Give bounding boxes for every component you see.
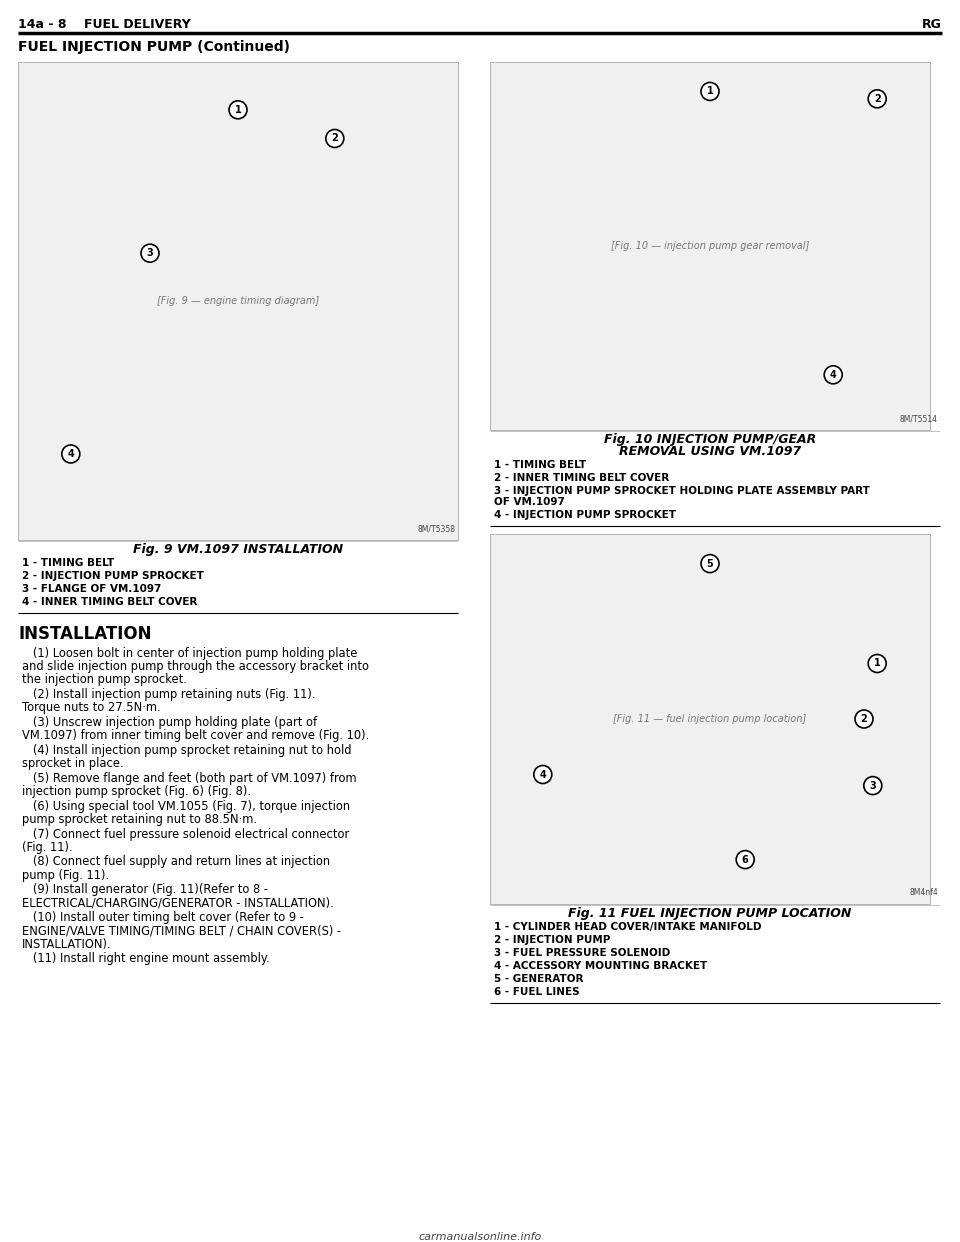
Text: 2 - INJECTION PUMP: 2 - INJECTION PUMP bbox=[494, 935, 611, 945]
Text: 2: 2 bbox=[331, 133, 338, 144]
Text: Fig. 11 FUEL INJECTION PUMP LOCATION: Fig. 11 FUEL INJECTION PUMP LOCATION bbox=[568, 907, 852, 920]
Text: ENGINE/VALVE TIMING/TIMING BELT / CHAIN COVER(S) -: ENGINE/VALVE TIMING/TIMING BELT / CHAIN … bbox=[22, 924, 341, 938]
Text: and slide injection pump through the accessory bracket into: and slide injection pump through the acc… bbox=[22, 661, 369, 673]
Circle shape bbox=[736, 851, 755, 868]
Text: Torque nuts to 27.5N·m.: Torque nuts to 27.5N·m. bbox=[22, 702, 160, 714]
Circle shape bbox=[864, 776, 882, 795]
Text: 6: 6 bbox=[742, 854, 749, 864]
Text: Fig. 9 VM.1097 INSTALLATION: Fig. 9 VM.1097 INSTALLATION bbox=[132, 543, 343, 556]
Circle shape bbox=[229, 101, 247, 119]
Text: INSTALLATION: INSTALLATION bbox=[18, 625, 152, 643]
Text: OF VM.1097: OF VM.1097 bbox=[494, 497, 564, 507]
Bar bbox=[490, 534, 930, 904]
Text: carmanualsonline.info: carmanualsonline.info bbox=[419, 1232, 541, 1242]
Text: 1: 1 bbox=[707, 87, 713, 97]
Circle shape bbox=[855, 710, 873, 728]
Text: RG: RG bbox=[923, 17, 942, 31]
Circle shape bbox=[825, 366, 842, 384]
Text: [Fig. 9 — engine timing diagram]: [Fig. 9 — engine timing diagram] bbox=[156, 296, 319, 306]
Text: 3: 3 bbox=[147, 248, 154, 258]
Text: [Fig. 11 — fuel injection pump location]: [Fig. 11 — fuel injection pump location] bbox=[613, 714, 806, 724]
Text: 2 - INNER TIMING BELT COVER: 2 - INNER TIMING BELT COVER bbox=[494, 473, 669, 483]
Text: 1 - TIMING BELT: 1 - TIMING BELT bbox=[494, 460, 587, 469]
Text: (6) Using special tool VM.1055 (Fig. 7), torque injection: (6) Using special tool VM.1055 (Fig. 7),… bbox=[22, 800, 350, 812]
Text: (8) Connect fuel supply and return lines at injection: (8) Connect fuel supply and return lines… bbox=[22, 856, 330, 868]
Text: VM.1097) from inner timing belt cover and remove (Fig. 10).: VM.1097) from inner timing belt cover an… bbox=[22, 729, 370, 743]
Circle shape bbox=[701, 555, 719, 573]
Text: the injection pump sprocket.: the injection pump sprocket. bbox=[22, 673, 187, 687]
Text: injection pump sprocket (Fig. 6) (Fig. 8).: injection pump sprocket (Fig. 6) (Fig. 8… bbox=[22, 785, 251, 799]
Circle shape bbox=[701, 82, 719, 101]
Text: 4: 4 bbox=[829, 370, 836, 380]
Text: (11) Install right engine mount assembly.: (11) Install right engine mount assembly… bbox=[22, 953, 270, 965]
Text: (Fig. 11).: (Fig. 11). bbox=[22, 841, 73, 853]
Text: (10) Install outer timing belt cover (Refer to 9 -: (10) Install outer timing belt cover (Re… bbox=[22, 912, 304, 924]
Text: 14a - 8    FUEL DELIVERY: 14a - 8 FUEL DELIVERY bbox=[18, 17, 191, 31]
Text: 8M/T5358: 8M/T5358 bbox=[418, 524, 456, 533]
Text: 4 - INJECTION PUMP SPROCKET: 4 - INJECTION PUMP SPROCKET bbox=[494, 510, 676, 520]
Text: REMOVAL USING VM.1097: REMOVAL USING VM.1097 bbox=[619, 445, 802, 458]
Text: 4: 4 bbox=[67, 448, 74, 460]
Text: INSTALLATION).: INSTALLATION). bbox=[22, 938, 111, 950]
Text: (1) Loosen bolt in center of injection pump holding plate: (1) Loosen bolt in center of injection p… bbox=[22, 647, 357, 660]
Text: (9) Install generator (Fig. 11)(Refer to 8 -: (9) Install generator (Fig. 11)(Refer to… bbox=[22, 883, 268, 897]
Text: Fig. 10 INJECTION PUMP/GEAR: Fig. 10 INJECTION PUMP/GEAR bbox=[604, 433, 816, 446]
Circle shape bbox=[868, 89, 886, 108]
Circle shape bbox=[141, 245, 159, 262]
Text: (4) Install injection pump sprocket retaining nut to hold: (4) Install injection pump sprocket reta… bbox=[22, 744, 351, 756]
Text: 2 - INJECTION PUMP SPROCKET: 2 - INJECTION PUMP SPROCKET bbox=[22, 571, 204, 581]
Text: (7) Connect fuel pressure solenoid electrical connector: (7) Connect fuel pressure solenoid elect… bbox=[22, 827, 349, 841]
Text: 5: 5 bbox=[707, 559, 713, 569]
Circle shape bbox=[325, 129, 344, 148]
Text: 3: 3 bbox=[870, 781, 876, 791]
Text: [Fig. 10 — injection pump gear removal]: [Fig. 10 — injection pump gear removal] bbox=[611, 241, 809, 251]
Text: 5 - GENERATOR: 5 - GENERATOR bbox=[494, 974, 584, 984]
Text: 4 - INNER TIMING BELT COVER: 4 - INNER TIMING BELT COVER bbox=[22, 597, 198, 607]
Text: 1 - TIMING BELT: 1 - TIMING BELT bbox=[22, 558, 114, 568]
Text: 4: 4 bbox=[540, 770, 546, 780]
Bar bbox=[18, 62, 458, 540]
Text: pump sprocket retaining nut to 88.5N·m.: pump sprocket retaining nut to 88.5N·m. bbox=[22, 814, 257, 826]
Text: 4 - ACCESSORY MOUNTING BRACKET: 4 - ACCESSORY MOUNTING BRACKET bbox=[494, 961, 708, 971]
Text: 3 - INJECTION PUMP SPROCKET HOLDING PLATE ASSEMBLY PART: 3 - INJECTION PUMP SPROCKET HOLDING PLAT… bbox=[494, 486, 870, 496]
Circle shape bbox=[61, 445, 80, 463]
Text: pump (Fig. 11).: pump (Fig. 11). bbox=[22, 868, 109, 882]
Text: 1: 1 bbox=[234, 104, 241, 114]
Text: (2) Install injection pump retaining nuts (Fig. 11).: (2) Install injection pump retaining nut… bbox=[22, 688, 316, 700]
Text: FUEL INJECTION PUMP (Continued): FUEL INJECTION PUMP (Continued) bbox=[18, 40, 290, 53]
Text: 8M/T5514: 8M/T5514 bbox=[900, 414, 938, 424]
Text: 2: 2 bbox=[874, 94, 880, 104]
Text: 6 - FUEL LINES: 6 - FUEL LINES bbox=[494, 987, 580, 997]
Text: 3 - FLANGE OF VM.1097: 3 - FLANGE OF VM.1097 bbox=[22, 584, 161, 594]
Text: 2: 2 bbox=[860, 714, 868, 724]
Text: 1: 1 bbox=[874, 658, 880, 668]
Text: 1 - CYLINDER HEAD COVER/INTAKE MANIFOLD: 1 - CYLINDER HEAD COVER/INTAKE MANIFOLD bbox=[494, 922, 761, 932]
Text: (3) Unscrew injection pump holding plate (part of: (3) Unscrew injection pump holding plate… bbox=[22, 715, 317, 729]
Text: ELECTRICAL/CHARGING/GENERATOR - INSTALLATION).: ELECTRICAL/CHARGING/GENERATOR - INSTALLA… bbox=[22, 897, 334, 909]
Text: 3 - FUEL PRESSURE SOLENOID: 3 - FUEL PRESSURE SOLENOID bbox=[494, 948, 670, 958]
Circle shape bbox=[534, 765, 552, 784]
Text: sprocket in place.: sprocket in place. bbox=[22, 758, 124, 770]
Text: 8M4nf4: 8M4nf4 bbox=[909, 888, 938, 897]
Bar bbox=[490, 62, 930, 430]
Circle shape bbox=[868, 655, 886, 672]
Text: (5) Remove flange and feet (both part of VM.1097) from: (5) Remove flange and feet (both part of… bbox=[22, 771, 356, 785]
